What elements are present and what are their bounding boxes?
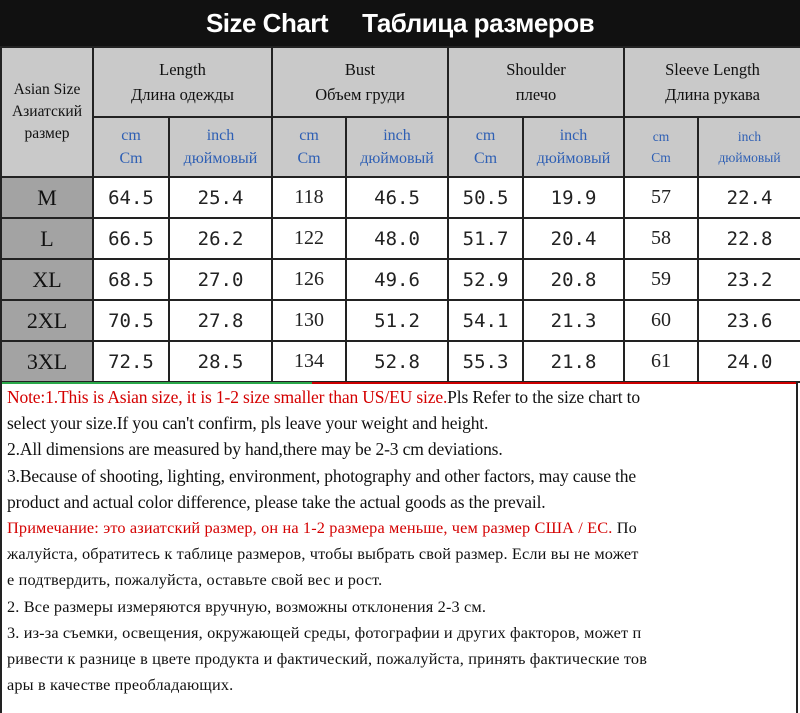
sleeve-inch: 24.0 [697,340,800,383]
length-cm: 68.5 [92,258,170,301]
shoulder-cm: 52.9 [447,258,525,301]
unit-inch: inch дюймовый [167,116,274,178]
unit-cm: cm Cm [447,116,525,178]
shoulder-inch: 20.8 [522,258,626,301]
unit-inch: inch дюймовый [522,116,626,178]
bust-cm: 130 [271,299,348,342]
length-cm: 70.5 [92,299,170,342]
unit-inch: inch дюймовый [345,116,450,178]
sleeve-inch: 23.2 [697,258,800,301]
bust-inch: 49.6 [345,258,450,301]
header-asian-size: Asian Size Азиатский размер [0,46,94,178]
bust-inch: 51.2 [345,299,450,342]
size-label: L [0,217,94,260]
table-row: 3XL 72.5 28.5 134 52.8 55.3 21.8 61 24.0 [0,340,800,383]
table-row: 2XL 70.5 27.8 130 51.2 54.1 21.3 60 23.6 [0,299,800,342]
note-en-1-cont: select your size.If you can't confirm, p… [7,413,489,434]
table-row: M 64.5 25.4 118 46.5 50.5 19.9 57 22.4 [0,176,800,219]
length-inch: 27.8 [167,299,274,342]
size-label: 2XL [0,299,94,342]
header-shoulder: Shoulder плечо [447,46,626,118]
header-sleeve-length: Sleeve Length Длина рукава [623,46,800,118]
note-en-3: 3.Because of shooting, lighting, environ… [7,465,636,486]
table-row: XL 68.5 27.0 126 49.6 52.9 20.8 59 23.2 [0,258,800,301]
shoulder-inch: 21.3 [522,299,626,342]
note-ru-1-cont2: е подтвердить, пожалуйста, оставьте свой… [7,570,383,590]
title-english: Size Chart [205,7,329,38]
note-ru-2: 2. Все размеры измеряются вручную, возмо… [7,596,487,616]
sleeve-cm: 60 [623,299,700,342]
note-en-2: 2.All dimensions are measured by hand,th… [7,439,503,460]
size-label: M [0,176,94,219]
shoulder-inch: 20.4 [522,217,626,260]
shoulder-cm: 51.7 [447,217,525,260]
bust-inch: 52.8 [345,340,450,383]
shoulder-cm: 54.1 [447,299,525,342]
header-bust: Bust Объем груди [271,46,450,118]
note-en-3-cont: product and actual color difference, ple… [7,491,546,512]
size-label: 3XL [0,340,94,383]
header-row: Asian Size Азиатский размер Length Длина… [0,46,800,178]
sleeve-cm: 59 [623,258,700,301]
note-ru-3-cont2: ары в качестве преобладающих. [7,675,234,695]
bust-cm: 134 [271,340,348,383]
length-inch: 26.2 [167,217,274,260]
bust-cm: 118 [271,176,348,219]
length-inch: 28.5 [167,340,274,383]
sleeve-cm: 61 [623,340,700,383]
note-ru-3: 3. из-за съемки, освещения, окружающей с… [7,622,642,642]
bust-inch: 48.0 [345,217,450,260]
note-en-1: Note:1.This is Asian size, it is 1-2 siz… [7,387,640,407]
shoulder-inch: 19.9 [522,176,626,219]
length-inch: 25.4 [167,176,274,219]
sleeve-cm: 58 [623,217,700,260]
unit-row: cm Cm inch дюймовый cm Cm inch дюймовый cm Cm… [1,116,800,178]
length-cm: 72.5 [92,340,170,383]
note-ru-1-highlight: Примечание: это азиатский размер, он на … [7,518,613,538]
note-ru-1-cont: жалуйста, обратитесь к таблице размеров,… [7,544,639,564]
bust-inch: 46.5 [345,176,450,219]
notes-section: Note:1.This is Asian size, it is 1-2 siz… [0,382,798,713]
header-length: Length Длина одежды [91,46,274,118]
size-label: XL [0,258,94,301]
shoulder-cm: 50.5 [447,176,525,219]
size-table: Asian Size Азиатский размер Length Длина… [0,46,800,383]
length-inch: 27.0 [167,258,274,301]
note-en-1-highlight: Note:1.This is Asian size, it is 1-2 siz… [7,387,448,407]
unit-cm: cm Cm [623,116,700,178]
unit-cm: cm Cm [271,116,348,178]
unit-inch: inch дюймовый [697,116,800,178]
length-cm: 66.5 [92,217,170,260]
sleeve-inch: 22.8 [697,217,800,260]
sleeve-cm: 57 [623,176,700,219]
sleeve-inch: 23.6 [697,299,800,342]
note-ru-3-cont: ривести к разнице в цвете продукта и фак… [7,649,648,669]
bust-cm: 122 [271,217,348,260]
shoulder-cm: 55.3 [447,340,525,383]
title-bar: Size Chart Таблица размеров [0,0,800,46]
title-russian: Таблица размеров [362,7,595,38]
note-ru-1: Примечание: это азиатский размер, он на … [7,518,637,538]
shoulder-inch: 21.8 [522,340,626,383]
notes-divider [2,382,796,384]
sleeve-inch: 22.4 [697,176,800,219]
bust-cm: 126 [271,258,348,301]
unit-cm: cm Cm [92,116,170,178]
length-cm: 64.5 [92,176,170,219]
table-row: L 66.5 26.2 122 48.0 51.7 20.4 58 22.8 [0,217,800,260]
